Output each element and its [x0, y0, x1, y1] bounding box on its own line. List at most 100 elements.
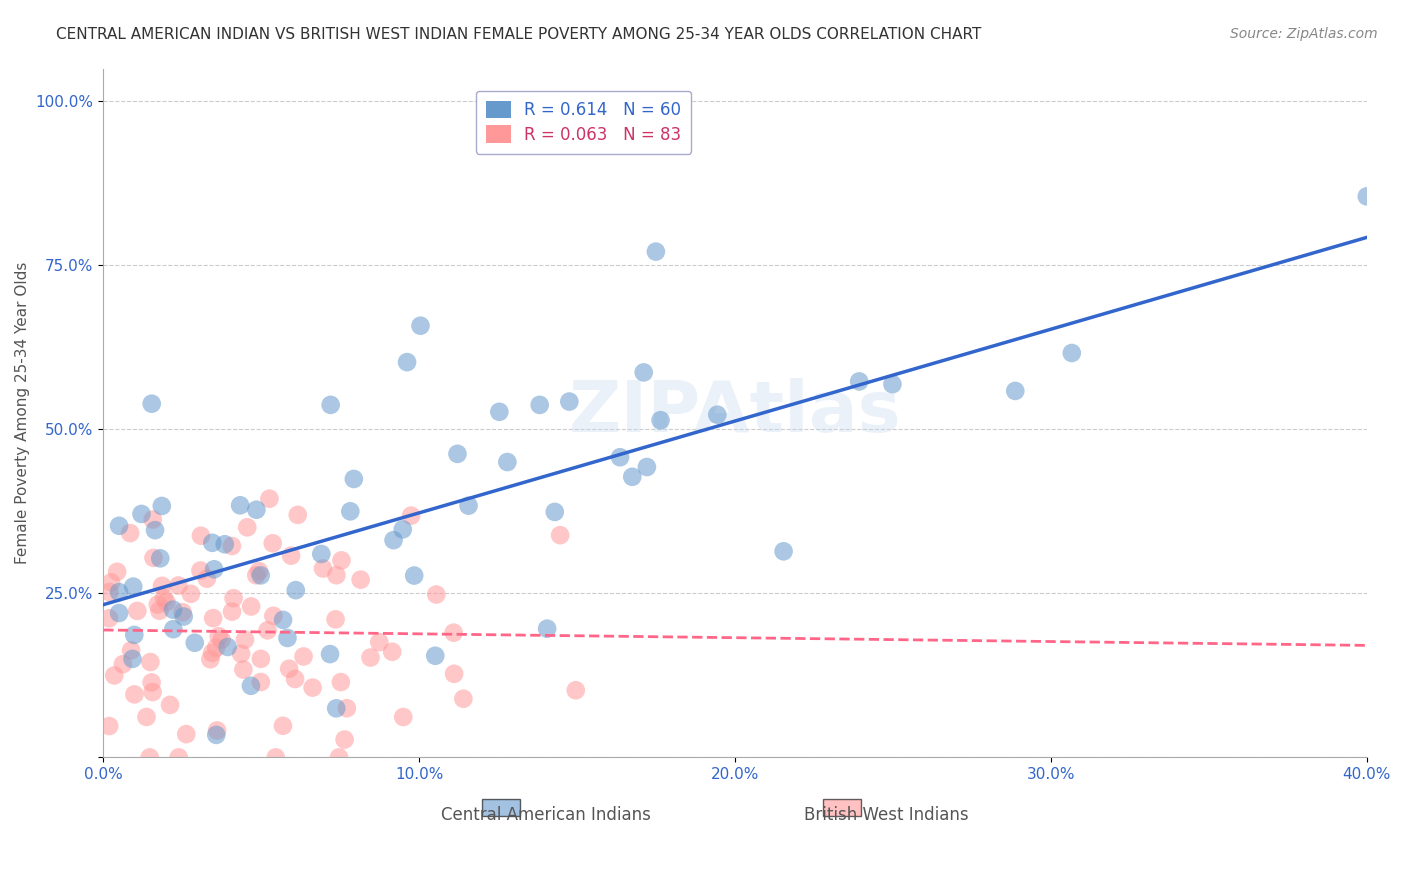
British West Indians: [200, 652, 222, 666]
British West Indians: [201, 646, 224, 660]
Central American Indians: [772, 544, 794, 558]
Central American Indians: [271, 613, 294, 627]
Central American Indians: [1355, 189, 1378, 203]
Central American Indians: [319, 398, 342, 412]
British West Indians: [399, 508, 422, 523]
Central American Indians: [325, 701, 347, 715]
British West Indians: [325, 568, 347, 582]
British West Indians: [284, 672, 307, 686]
Central American Indians: [404, 568, 426, 582]
British West Indians: [240, 599, 263, 614]
British West Indians: [98, 719, 121, 733]
Central American Indians: [339, 504, 361, 518]
Central American Indians: [122, 580, 145, 594]
Central American Indians: [391, 522, 413, 536]
Text: ZIPAtlas: ZIPAtlas: [569, 378, 901, 448]
Central American Indians: [121, 652, 143, 666]
Central American Indians: [446, 447, 468, 461]
British West Indians: [271, 719, 294, 733]
Central American Indians: [633, 365, 655, 379]
British West Indians: [180, 587, 202, 601]
British West Indians: [325, 612, 347, 626]
Central American Indians: [108, 585, 131, 599]
Central American Indians: [201, 536, 224, 550]
Central American Indians: [496, 455, 519, 469]
Central American Indians: [544, 505, 567, 519]
Text: British West Indians: British West Indians: [804, 805, 969, 823]
Central American Indians: [162, 622, 184, 636]
Central American Indians: [173, 609, 195, 624]
Central American Indians: [319, 647, 342, 661]
Central American Indians: [108, 518, 131, 533]
Central American Indians: [108, 606, 131, 620]
FancyBboxPatch shape: [482, 798, 520, 816]
Central American Indians: [249, 568, 271, 582]
Central American Indians: [162, 602, 184, 616]
Central American Indians: [650, 413, 672, 427]
British West Indians: [264, 750, 287, 764]
British West Indians: [146, 598, 169, 612]
Central American Indians: [202, 562, 225, 576]
British West Indians: [262, 536, 284, 550]
British West Indians: [100, 575, 122, 590]
Central American Indians: [882, 377, 904, 392]
British West Indians: [167, 750, 190, 764]
Central American Indians: [122, 628, 145, 642]
Central American Indians: [217, 640, 239, 654]
Central American Indians: [706, 408, 728, 422]
British West Indians: [98, 611, 121, 625]
Text: CENTRAL AMERICAN INDIAN VS BRITISH WEST INDIAN FEMALE POVERTY AMONG 25-34 YEAR O: CENTRAL AMERICAN INDIAN VS BRITISH WEST …: [56, 27, 981, 42]
British West Indians: [250, 675, 273, 690]
British West Indians: [301, 681, 323, 695]
British West Indians: [256, 624, 278, 638]
British West Indians: [205, 723, 228, 738]
Central American Indians: [143, 523, 166, 537]
Central American Indians: [529, 398, 551, 412]
British West Indians: [211, 632, 233, 647]
British West Indians: [205, 640, 228, 655]
British West Indians: [195, 572, 218, 586]
British West Indians: [153, 591, 176, 605]
British West Indians: [190, 564, 212, 578]
Central American Indians: [558, 394, 581, 409]
Central American Indians: [848, 375, 870, 389]
British West Indians: [202, 611, 225, 625]
British West Indians: [233, 632, 256, 647]
British West Indians: [190, 529, 212, 543]
Central American Indians: [239, 679, 262, 693]
British West Indians: [278, 662, 301, 676]
Central American Indians: [343, 472, 366, 486]
Central American Indians: [382, 533, 405, 548]
Central American Indians: [644, 244, 666, 259]
British West Indians: [111, 657, 134, 672]
Central American Indians: [425, 648, 447, 663]
British West Indians: [350, 573, 373, 587]
British West Indians: [221, 539, 243, 553]
British West Indians: [103, 668, 125, 682]
British West Indians: [150, 579, 173, 593]
British West Indians: [336, 701, 359, 715]
Y-axis label: Female Poverty Among 25-34 Year Olds: Female Poverty Among 25-34 Year Olds: [15, 261, 30, 564]
Central American Indians: [621, 470, 644, 484]
British West Indians: [443, 666, 465, 681]
Central American Indians: [150, 499, 173, 513]
British West Indians: [105, 565, 128, 579]
British West Indians: [139, 655, 162, 669]
Central American Indians: [396, 355, 419, 369]
British West Indians: [262, 608, 284, 623]
British West Indians: [98, 585, 121, 599]
British West Indians: [381, 645, 404, 659]
Central American Indians: [1004, 384, 1026, 398]
British West Indians: [231, 647, 253, 661]
Central American Indians: [409, 318, 432, 333]
British West Indians: [172, 605, 194, 619]
Central American Indians: [229, 498, 252, 512]
Central American Indians: [205, 728, 228, 742]
British West Indians: [280, 549, 302, 563]
British West Indians: [250, 652, 273, 666]
British West Indians: [443, 625, 465, 640]
British West Indians: [247, 564, 270, 578]
British West Indians: [222, 591, 245, 606]
Central American Indians: [184, 636, 207, 650]
British West Indians: [453, 691, 475, 706]
